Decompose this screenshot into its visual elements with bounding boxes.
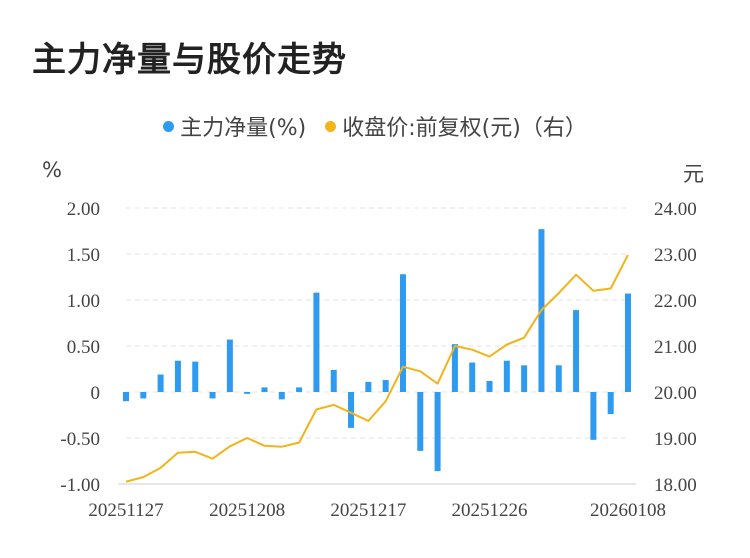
legend-item-net-flow[interactable]: 主力净量(%) (163, 110, 306, 142)
bar (157, 374, 164, 392)
y-left-tick-label: 0.50 (67, 337, 100, 358)
y-right-tick-label: 22.00 (654, 291, 697, 312)
bar (365, 381, 372, 392)
y-right-tick-label: 24.00 (654, 199, 697, 220)
y-right-tick-label: 21.00 (654, 337, 697, 358)
bar (486, 380, 493, 392)
bar (382, 380, 389, 392)
y-right-tick-label: 19.00 (654, 429, 697, 450)
bar (451, 344, 458, 392)
bar (503, 360, 510, 392)
bar (244, 392, 251, 394)
legend-label: 收盘价:前复权(元)（右） (342, 116, 587, 141)
x-tick-label: 20251217 (330, 500, 406, 521)
bar (261, 387, 268, 392)
bar (399, 274, 406, 392)
bar (296, 387, 303, 392)
bar (521, 365, 528, 392)
x-tick-label: 20251208 (209, 500, 285, 521)
chart-title: 主力净量与股价走势 (32, 40, 347, 80)
price-line (125, 254, 629, 483)
y-left-tick-label: 2.00 (67, 199, 100, 220)
bar (469, 362, 476, 392)
y-left-tick-label: -0.50 (60, 429, 100, 450)
bar (140, 392, 147, 399)
bar (313, 292, 320, 392)
y-left-tick-label: 1.50 (67, 245, 100, 266)
bar (573, 310, 580, 392)
bar (348, 392, 355, 428)
bar (278, 392, 285, 400)
legend-label: 主力净量(%) (180, 116, 307, 141)
bar (590, 392, 597, 440)
y-right-tick-label: 23.00 (654, 245, 697, 266)
bar (330, 369, 337, 392)
bar (123, 392, 129, 402)
y-left-tick-label: -1.00 (60, 475, 100, 496)
bar (625, 293, 631, 392)
bar (555, 365, 562, 392)
y-left-tick-label: 1.00 (67, 291, 100, 312)
legend-item-close-price[interactable]: 收盘价:前复权(元)（右） (325, 110, 587, 142)
y-right-tick-label: 18.00 (654, 475, 697, 496)
x-tick-label: 20251226 (452, 500, 528, 521)
x-tick-label: 20260108 (590, 500, 666, 521)
bar (417, 392, 424, 451)
bar (192, 361, 199, 392)
legend-dot-icon (163, 120, 175, 132)
legend-dot-icon (325, 120, 337, 132)
y-left-unit: % (42, 158, 62, 182)
bar (209, 392, 216, 399)
chart-legend: 主力净量(%) 收盘价:前复权(元)（右） (0, 110, 750, 142)
y-right-tick-label: 20.00 (654, 383, 697, 404)
y-right-unit: 元 (683, 162, 704, 186)
bar (434, 392, 441, 472)
bar (174, 360, 181, 392)
y-left-tick-label: 0 (91, 383, 101, 404)
x-tick-label: 20251127 (88, 500, 163, 521)
bar (226, 339, 233, 392)
bar (607, 392, 614, 415)
